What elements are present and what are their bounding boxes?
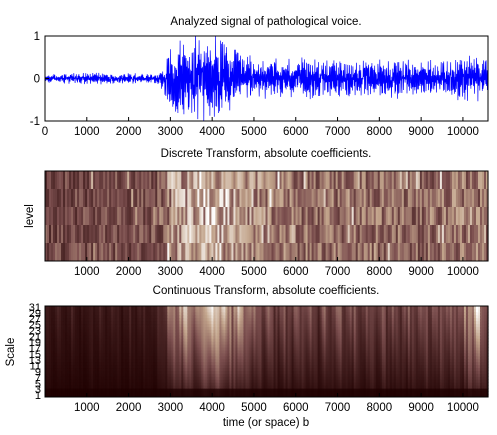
discrete-transform-panel: Discrete Transform, absolute coefficient… xyxy=(24,148,489,278)
signal-x-tick-label: 5000 xyxy=(241,126,267,138)
discrete-x-tick-label: 4000 xyxy=(199,266,225,278)
signal-x-tick-label: 6000 xyxy=(283,126,309,138)
signal-y-tick-label: -1 xyxy=(30,116,40,128)
discrete-x-tick-label: 10000 xyxy=(447,266,479,278)
discrete-x-tick-label: 6000 xyxy=(283,266,309,278)
continuous-ylabel: Scale xyxy=(5,338,17,367)
discrete-x-tick-label: 2000 xyxy=(116,266,142,278)
signal-x-tick-label: 1000 xyxy=(74,126,100,138)
signal-x-tick-label: 8000 xyxy=(367,126,393,138)
discrete-x-tick-label: 8000 xyxy=(367,266,393,278)
discrete-heatmap xyxy=(45,171,489,261)
discrete-x-tick-label: 3000 xyxy=(158,266,184,278)
discrete-title: Discrete Transform, absolute coefficient… xyxy=(161,148,372,160)
discrete-x-tick-label: 5000 xyxy=(241,266,267,278)
signal-x-tick-label: 3000 xyxy=(158,126,184,138)
signal-x-tick-label: 2000 xyxy=(116,126,142,138)
signal-x-tick-label: 7000 xyxy=(325,126,351,138)
continuous-transform-panel: Continuous Transform, absolute coefficie… xyxy=(5,285,489,429)
signal-x-tick-label: 4000 xyxy=(199,126,225,138)
signal-y-tick-label: 0 xyxy=(34,74,40,86)
discrete-x-tick-label: 7000 xyxy=(325,266,351,278)
continuous-heatmap xyxy=(45,306,489,397)
signal-x-tick-label: 9000 xyxy=(408,126,434,138)
discrete-x-tick-label: 1000 xyxy=(74,266,100,278)
continuous-title: Continuous Transform, absolute coefficie… xyxy=(153,285,380,297)
signal-panel: Analyzed signal of pathological voice. 0… xyxy=(30,16,488,138)
discrete-x-tick-label: 9000 xyxy=(408,266,434,278)
signal-title: Analyzed signal of pathological voice. xyxy=(170,16,361,28)
signal-x-tick-label: 10000 xyxy=(447,126,479,138)
signal-x-tick-label: 0 xyxy=(42,126,48,138)
signal-y-tick-label: 1 xyxy=(34,31,40,43)
discrete-ylabel: level xyxy=(24,204,36,228)
